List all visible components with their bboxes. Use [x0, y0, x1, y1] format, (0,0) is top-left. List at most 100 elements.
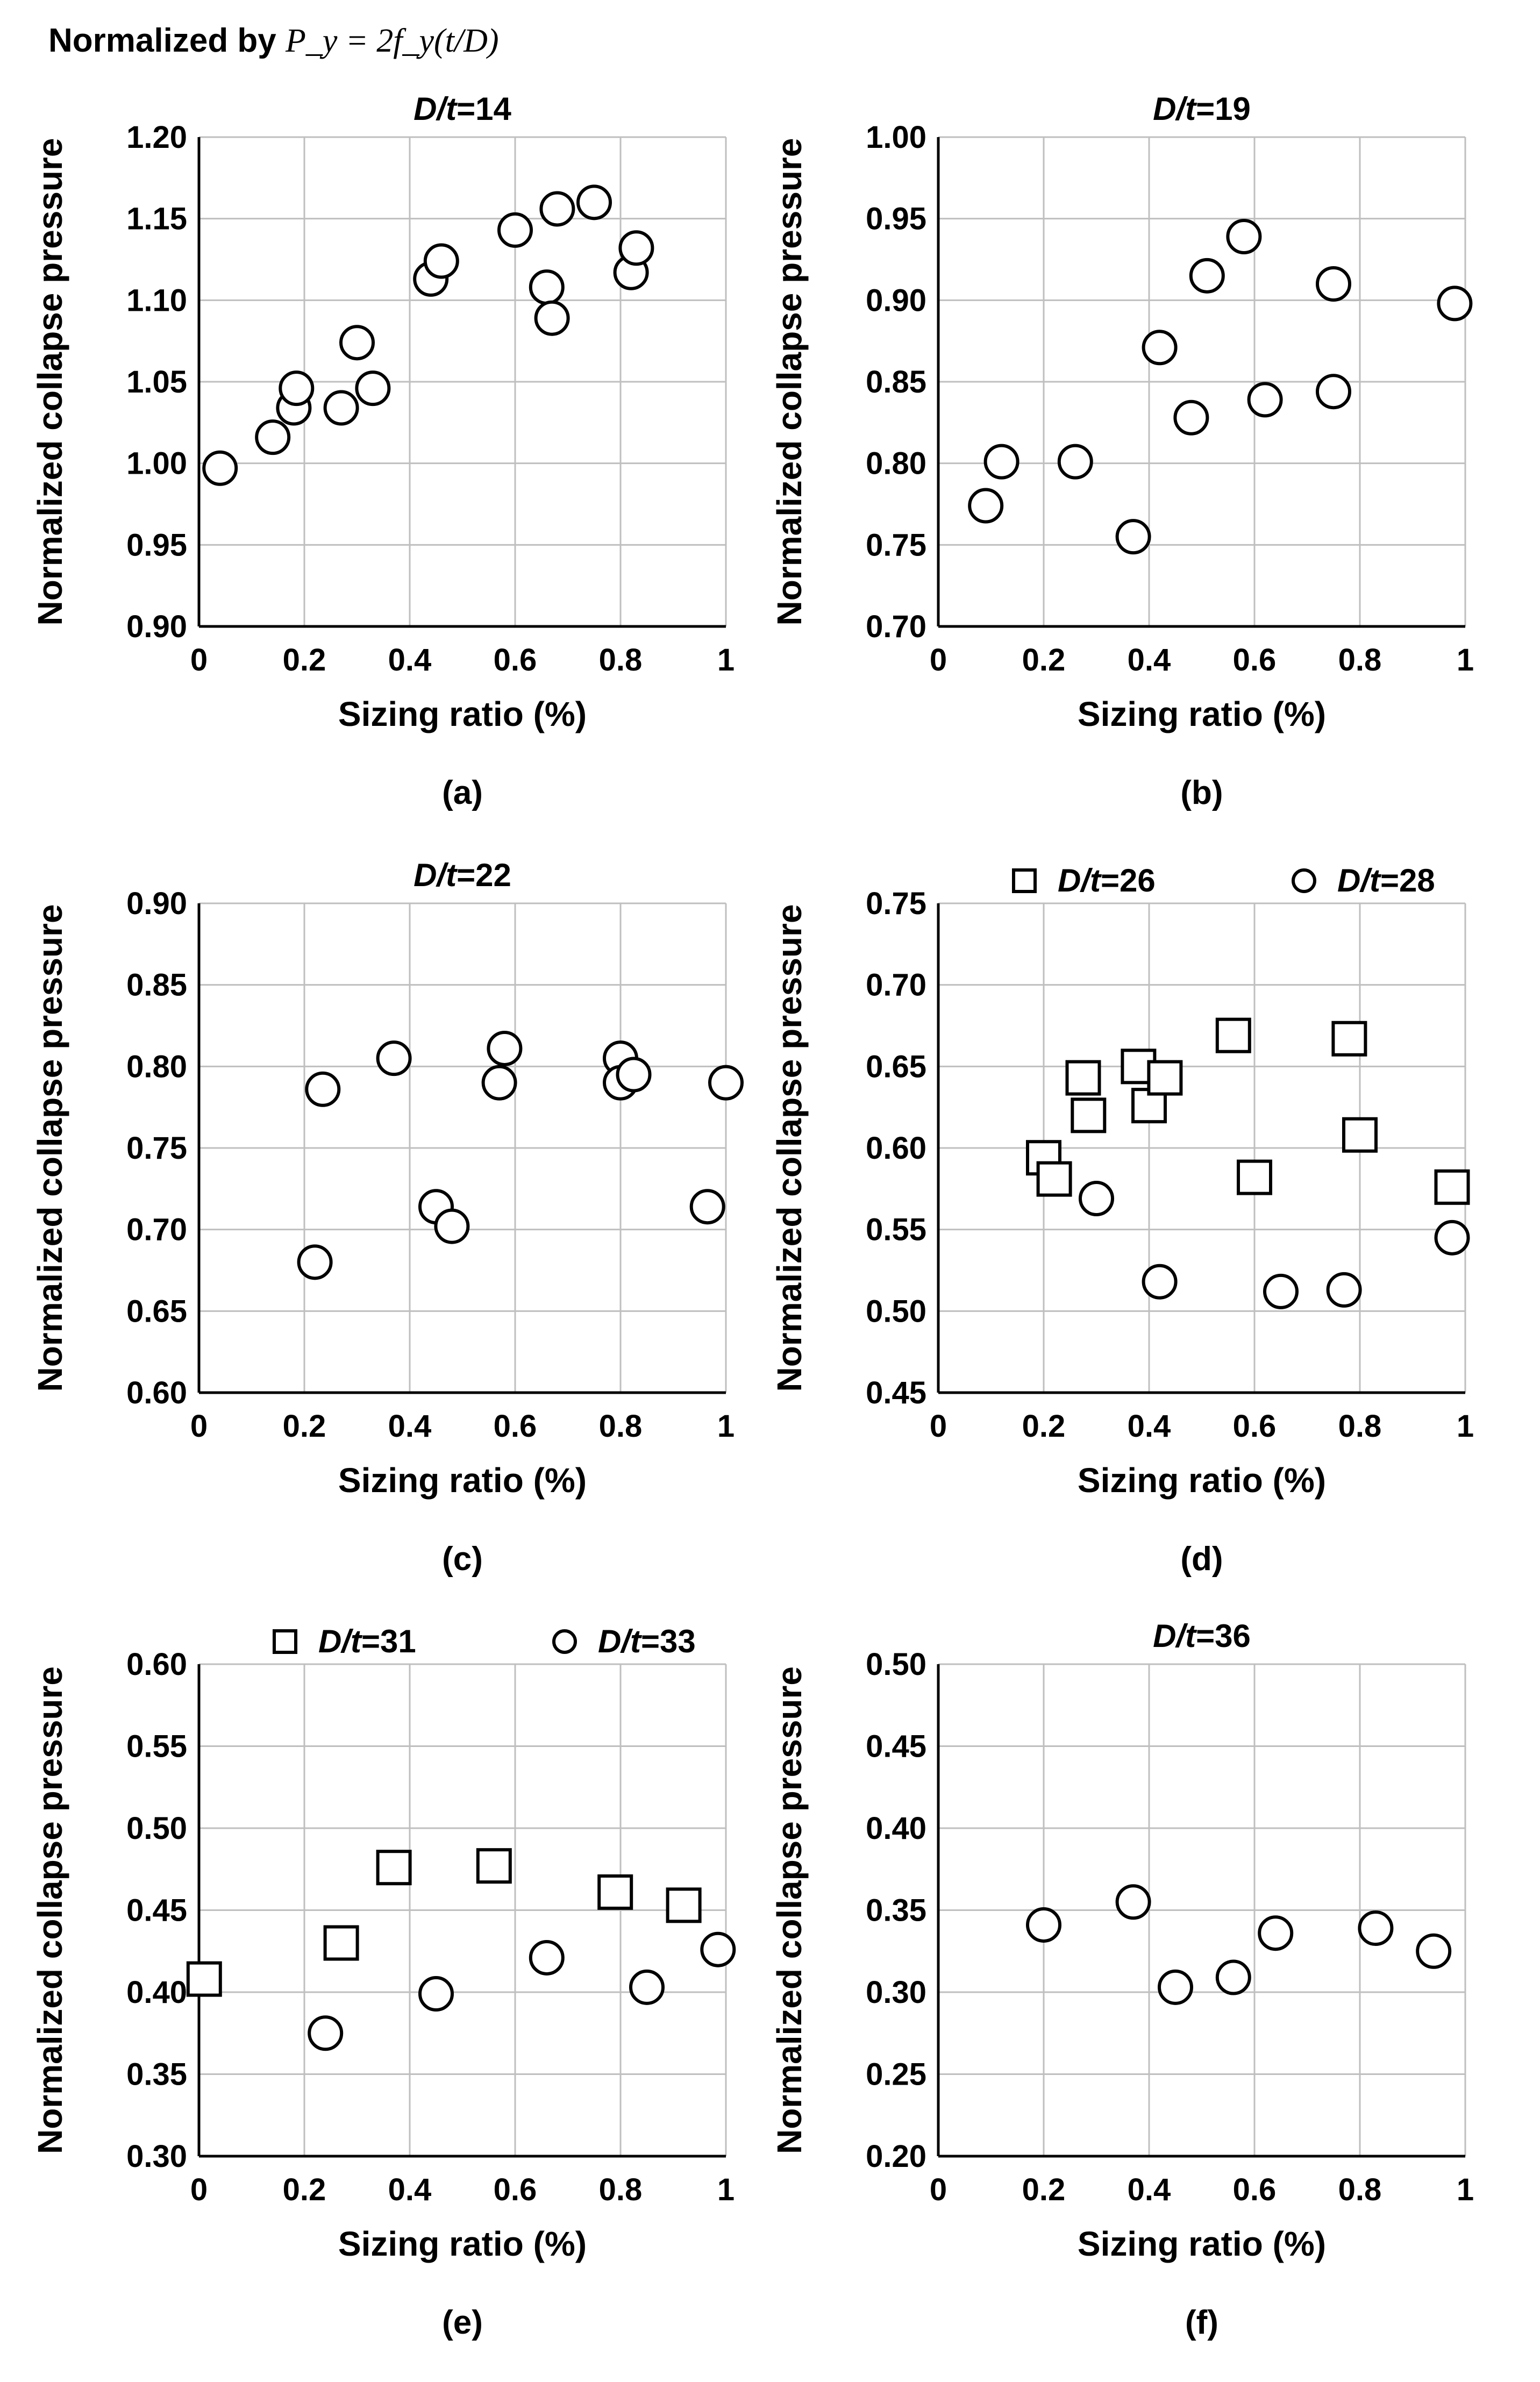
y-tick-label: 0.45 [126, 1893, 187, 1928]
data-point-circle [983, 444, 1019, 480]
x-tick-label: 0.2 [283, 2172, 326, 2207]
y-tick-label: 0.65 [126, 1294, 187, 1329]
data-point-square [1237, 1159, 1272, 1195]
y-tick-label: 0.55 [126, 1729, 187, 1764]
legend-marker-square [1012, 868, 1037, 893]
y-tick-label: 0.70 [866, 609, 926, 644]
data-point-circle [308, 2015, 344, 2051]
chart-title: D/t=36 [1153, 1618, 1251, 1654]
data-point-square [1065, 1060, 1101, 1096]
x-tick-label: 0.8 [599, 643, 643, 677]
chart-panel-e: 0 0.2 0.4 0.6 0.8 1 0.30 0.35 0.40 0.45 0.50 0.55 0.… [31, 1623, 736, 2341]
chart-title: D/t=14 [413, 91, 511, 127]
legend-label: D/t=28 [1337, 862, 1435, 898]
data-point-circle [618, 230, 654, 266]
data-point-circle [323, 390, 359, 426]
data-point-square [1147, 1060, 1183, 1096]
y-tick-label: 0.90 [126, 886, 187, 921]
data-point-circle [539, 191, 575, 227]
x-tick-label: 0.6 [1233, 643, 1277, 677]
panel-label: (c) [442, 1541, 483, 1578]
data-point-square [476, 1848, 512, 1884]
x-tick-label: 1 [717, 2172, 735, 2207]
y-tick-label: 1.15 [126, 202, 187, 237]
y-tick-label: 0.30 [126, 2139, 187, 2174]
y-tick-label: 0.50 [866, 1294, 926, 1329]
data-point-circle [1416, 1933, 1452, 1969]
data-point-square [1331, 1021, 1367, 1057]
x-tick-label: 1 [717, 1409, 735, 1444]
data-point-circle [968, 488, 1004, 524]
data-point-circle [481, 1065, 517, 1101]
x-tick-label: 0.4 [1128, 2172, 1171, 2207]
legend-label: D/t=26 [1058, 862, 1156, 898]
y-tick-label: 0.65 [866, 1049, 926, 1084]
x-tick-label: 0.4 [388, 1409, 432, 1444]
data-point-square [323, 1925, 359, 1961]
x-axis-label: Sizing ratio (%) [1078, 2224, 1326, 2263]
y-tick-label: 0.90 [866, 283, 926, 318]
y-axis-label: Normalized collapse pressure [770, 1666, 809, 2154]
y-tick-label: 0.60 [866, 1131, 926, 1166]
x-tick-label: 0.8 [599, 2172, 643, 2207]
x-tick-label: 0.4 [1128, 643, 1171, 677]
y-axis-label: Normalized collapse pressure [770, 138, 809, 625]
y-tick-label: 0.35 [866, 1893, 926, 1928]
y-tick-label: 1.05 [126, 365, 187, 400]
data-point-square [1036, 1161, 1072, 1197]
x-axis-label: Sizing ratio (%) [1078, 1461, 1326, 1500]
x-tick-label: 0.6 [494, 2172, 537, 2207]
data-point-circle [1115, 519, 1151, 555]
panel-label: (f) [1185, 2304, 1218, 2341]
x-tick-label: 0.2 [1022, 2172, 1066, 2207]
data-point-square [186, 1961, 222, 1997]
data-point-circle [576, 184, 612, 220]
y-tick-label: 0.50 [126, 1811, 187, 1846]
x-tick-label: 0.2 [283, 1409, 326, 1444]
data-point-circle [423, 243, 459, 279]
x-tick-label: 0.6 [1233, 2172, 1277, 2207]
data-point-circle [355, 370, 391, 406]
panel-label: (e) [442, 2304, 483, 2341]
x-tick-label: 0 [930, 643, 947, 677]
data-point-circle [1142, 1264, 1178, 1300]
data-point-circle [1226, 219, 1262, 255]
y-tick-label: 0.40 [866, 1811, 926, 1846]
y-tick-label: 0.90 [126, 609, 187, 644]
panel-label: (a) [442, 774, 483, 811]
x-axis-label: Sizing ratio (%) [1078, 695, 1326, 733]
y-tick-label: 1.10 [126, 283, 187, 318]
y-tick-label: 0.85 [126, 968, 187, 1003]
x-tick-label: 0.8 [1338, 1409, 1382, 1444]
y-tick-label: 0.35 [126, 2057, 187, 2092]
chart-panel-b: 0 0.2 0.4 0.6 0.8 1 0.70 0.75 0.80 0.85 0.90 0.95 1.… [770, 91, 1474, 811]
legend-marker-circle [552, 1629, 577, 1654]
chart-panel-f: 0 0.2 0.4 0.6 0.8 1 0.20 0.25 0.30 0.35 0.40 0.45 0.… [770, 1618, 1474, 2341]
chart-title: D/t=22 [413, 857, 511, 893]
x-axis-label: Sizing ratio (%) [338, 695, 587, 733]
data-point-circle [629, 1969, 665, 2005]
data-point-circle [1026, 1907, 1061, 1943]
y-tick-label: 0.40 [126, 1975, 187, 2010]
x-tick-label: 0 [190, 643, 208, 677]
data-point-square [666, 1887, 702, 1923]
y-tick-label: 1.00 [126, 446, 187, 481]
x-tick-label: 1 [1457, 1409, 1474, 1444]
x-tick-label: 1 [1457, 643, 1474, 677]
data-point-square [376, 1850, 412, 1886]
x-tick-label: 0.6 [1233, 1409, 1277, 1444]
data-point-square [1342, 1117, 1378, 1153]
data-point-circle [497, 212, 533, 248]
x-tick-label: 0.4 [1128, 1409, 1171, 1444]
y-tick-label: 0.95 [866, 202, 926, 237]
data-point-circle [1115, 1884, 1151, 1920]
data-point-circle [1326, 1272, 1362, 1308]
data-point-circle [1173, 400, 1209, 436]
data-point-circle [255, 419, 291, 455]
y-tick-label: 0.70 [126, 1213, 187, 1247]
legend-marker-square [273, 1629, 297, 1654]
figure-title-equation: P_y = 2f_y(t/D) [286, 23, 499, 59]
y-tick-label: 0.85 [866, 365, 926, 400]
panel-label: (d) [1180, 1541, 1223, 1578]
data-point-circle [1079, 1181, 1114, 1217]
